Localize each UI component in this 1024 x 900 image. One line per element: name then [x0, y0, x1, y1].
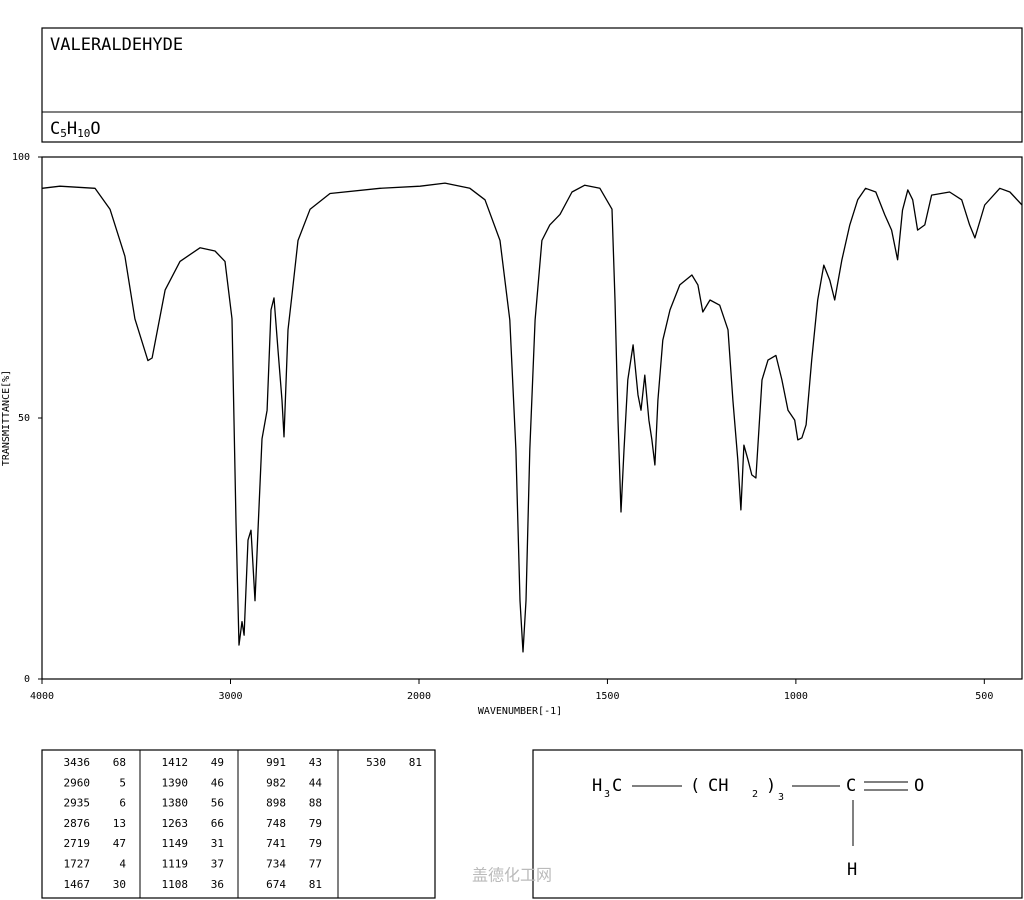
peak-transmittance: 49 [211, 756, 224, 769]
plot-frame [41, 156, 1023, 680]
formula: C5H10O [50, 119, 101, 140]
peak-transmittance: 13 [113, 817, 126, 830]
subscript: 3 [604, 789, 610, 800]
peak-transmittance: 79 [309, 817, 322, 830]
peak-wavenumber: 1380 [162, 797, 189, 810]
atom: O [914, 776, 924, 796]
peak-transmittance: 37 [211, 858, 224, 871]
peak-transmittance: 4 [119, 858, 126, 871]
atom: C [846, 776, 856, 796]
paren: ( [690, 776, 700, 796]
peak-transmittance: 44 [309, 776, 323, 789]
atom: C [612, 776, 622, 796]
peak-wavenumber: 530 [366, 756, 386, 769]
peak-transmittance: 5 [119, 776, 126, 789]
formula-subscript: 10 [77, 127, 90, 140]
peak-wavenumber: 674 [266, 878, 286, 891]
peak-table: 3436 68 2960 5 2935 6 2876 13 2719 47 1727 4 1467 30 1… [64, 756, 423, 891]
y-axis-label: TRANSMITTANCE[%] [1, 370, 12, 466]
atom: H [592, 776, 602, 796]
formula-element: C [50, 119, 60, 139]
peak-wavenumber: 748 [266, 817, 286, 830]
y-tick-label: 100 [12, 152, 30, 163]
x-tick-label: 1000 [784, 691, 808, 702]
plot: 4000 3000 2000 1500 1000 500 0 50 100 [12, 152, 1023, 702]
peak-wavenumber: 1263 [162, 817, 189, 830]
x-axis-label: WAVENUMBER[-1] [478, 706, 562, 717]
peak-wavenumber: 2960 [64, 776, 91, 789]
watermark: 盖德化工网 [472, 866, 552, 885]
peak-wavenumber: 1149 [162, 837, 189, 850]
peak-wavenumber: 991 [266, 756, 286, 769]
spectrum-line [41, 182, 1023, 653]
peak-wavenumber: 1467 [64, 878, 91, 891]
x-tick-label: 500 [975, 691, 993, 702]
peak-wavenumber: 1108 [162, 878, 189, 891]
formula-element: O [90, 119, 100, 139]
peak-wavenumber: 741 [266, 837, 286, 850]
peak-wavenumber: 3436 [64, 756, 91, 769]
peak-wavenumber: 1390 [162, 776, 189, 789]
peak-transmittance: 47 [113, 837, 126, 850]
y-tick-label: 50 [18, 413, 30, 424]
x-tick-label: 3000 [218, 691, 242, 702]
peak-transmittance: 36 [211, 878, 224, 891]
peak-transmittance: 66 [211, 817, 224, 830]
x-tick-label: 1500 [595, 691, 619, 702]
peak-transmittance: 30 [113, 878, 126, 891]
subscript: 2 [752, 789, 758, 800]
paren: ) [766, 776, 776, 796]
peak-wavenumber: 898 [266, 797, 286, 810]
peak-wavenumber: 2876 [64, 817, 91, 830]
peak-transmittance: 68 [113, 756, 126, 769]
atom: CH [708, 776, 728, 796]
peak-wavenumber: 2719 [64, 837, 91, 850]
peak-transmittance: 79 [309, 837, 322, 850]
peak-transmittance: 31 [211, 837, 224, 850]
peak-transmittance: 43 [309, 756, 322, 769]
compound-name: VALERALDEHYDE [50, 35, 183, 55]
peak-transmittance: 77 [309, 858, 322, 871]
peak-transmittance: 81 [409, 756, 422, 769]
peak-transmittance: 46 [211, 776, 224, 789]
formula-subscript: 5 [60, 127, 67, 140]
peak-wavenumber: 1727 [64, 858, 91, 871]
peak-wavenumber: 982 [266, 776, 286, 789]
x-tick-label: 2000 [407, 691, 431, 702]
peak-wavenumber: 734 [266, 858, 286, 871]
peak-wavenumber: 1412 [162, 756, 189, 769]
x-tick-label: 4000 [30, 691, 54, 702]
header-box [41, 27, 1023, 143]
atom: H [847, 860, 857, 880]
peak-wavenumber: 2935 [64, 797, 91, 810]
peak-transmittance: 88 [309, 797, 322, 810]
peak-transmittance: 56 [211, 797, 224, 810]
y-tick-label: 0 [24, 674, 30, 685]
peak-transmittance: 6 [119, 797, 126, 810]
formula-element: H [67, 119, 77, 139]
structure: H 3 C ( CH 2 ) 3 C O H [592, 776, 924, 880]
structure-box [532, 749, 1023, 899]
peak-wavenumber: 1119 [162, 858, 189, 871]
subscript: 3 [778, 792, 784, 803]
peak-transmittance: 81 [309, 878, 322, 891]
